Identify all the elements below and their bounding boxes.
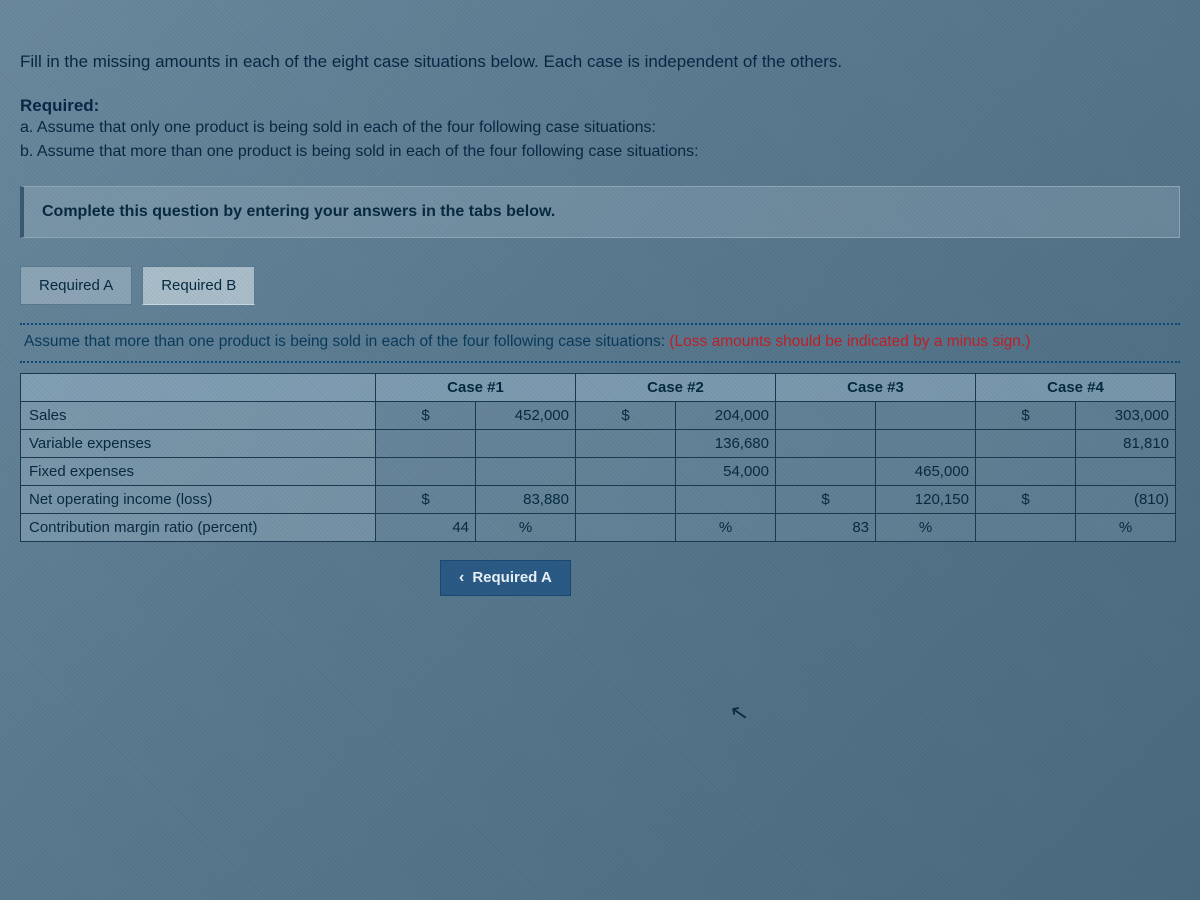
varexp-c4-val[interactable]: 81,810 xyxy=(1076,429,1176,457)
fixed-c4-sym xyxy=(976,457,1076,485)
header-case-3: Case #3 xyxy=(776,373,976,401)
varexp-c1-val[interactable] xyxy=(476,429,576,457)
assumption-hint: (Loss amounts should be indicated by a m… xyxy=(669,333,1030,350)
label-fixed: Fixed expenses xyxy=(21,457,376,485)
sales-c3-sym xyxy=(776,401,876,429)
varexp-c1-sym xyxy=(376,429,476,457)
fixed-c2-sym xyxy=(576,457,676,485)
noi-c4-val[interactable]: (810) xyxy=(1076,485,1176,513)
varexp-c2-sym xyxy=(576,429,676,457)
fixed-c1-val[interactable] xyxy=(476,457,576,485)
fixed-c3-val[interactable]: 465,000 xyxy=(876,457,976,485)
noi-c1-val[interactable]: 83,880 xyxy=(476,485,576,513)
cmr-c3-unit: % xyxy=(876,513,976,541)
header-case-4: Case #4 xyxy=(976,373,1176,401)
noi-c3-sym: $ xyxy=(776,485,876,513)
varexp-c4-sym xyxy=(976,429,1076,457)
required-item-a: a. Assume that only one product is being… xyxy=(20,116,1180,140)
cmr-c1-val[interactable]: 44 xyxy=(376,513,476,541)
varexp-c2-val[interactable]: 136,680 xyxy=(676,429,776,457)
fixed-c1-sym xyxy=(376,457,476,485)
tab-required-a[interactable]: Required A xyxy=(20,266,132,305)
noi-c1-sym: $ xyxy=(376,485,476,513)
row-contribution-margin-ratio: Contribution margin ratio (percent) 44 %… xyxy=(21,513,1176,541)
assumption-note: Assume that more than one product is bei… xyxy=(20,323,1180,363)
prev-required-a-button[interactable]: ‹ Required A xyxy=(440,560,571,596)
noi-c2-val[interactable] xyxy=(676,485,776,513)
sales-c4-sym: $ xyxy=(976,401,1076,429)
label-noi: Net operating income (loss) xyxy=(21,485,376,513)
varexp-c3-val[interactable] xyxy=(876,429,976,457)
row-sales: Sales $ 452,000 $ 204,000 $ 303,000 xyxy=(21,401,1176,429)
sales-c2-val[interactable]: 204,000 xyxy=(676,401,776,429)
sales-c3-val[interactable] xyxy=(876,401,976,429)
tab-required-b[interactable]: Required B xyxy=(142,266,255,305)
row-fixed-expenses: Fixed expenses 54,000 465,000 xyxy=(21,457,1176,485)
label-sales: Sales xyxy=(21,401,376,429)
noi-c3-val[interactable]: 120,150 xyxy=(876,485,976,513)
cmr-c4-unit: % xyxy=(1076,513,1176,541)
sales-c1-val[interactable]: 452,000 xyxy=(476,401,576,429)
prev-button-label: Required A xyxy=(472,569,551,586)
required-item-b: b. Assume that more than one product is … xyxy=(20,140,1180,164)
cmr-c1-unit: % xyxy=(476,513,576,541)
cmr-c2-unit: % xyxy=(676,513,776,541)
case-table: Case #1 Case #2 Case #3 Case #4 Sales $ … xyxy=(20,373,1176,542)
cursor-icon: ↖ xyxy=(728,699,751,728)
instruction-bar: Complete this question by entering your … xyxy=(20,186,1180,238)
noi-c2-sym xyxy=(576,485,676,513)
cmr-c3-val[interactable]: 83 xyxy=(776,513,876,541)
varexp-c3-sym xyxy=(776,429,876,457)
fixed-c3-sym xyxy=(776,457,876,485)
header-case-2: Case #2 xyxy=(576,373,776,401)
required-block: Required: a. Assume that only one produc… xyxy=(20,96,1180,164)
label-cmr: Contribution margin ratio (percent) xyxy=(21,513,376,541)
intro-text: Fill in the missing amounts in each of t… xyxy=(20,50,1180,74)
chevron-left-icon: ‹ xyxy=(459,569,464,587)
header-case-1: Case #1 xyxy=(376,373,576,401)
sales-c4-val[interactable]: 303,000 xyxy=(1076,401,1176,429)
row-net-operating-income: Net operating income (loss) $ 83,880 $ 1… xyxy=(21,485,1176,513)
label-varexp: Variable expenses xyxy=(21,429,376,457)
tab-strip: Required A Required B xyxy=(20,266,1180,305)
noi-c4-sym: $ xyxy=(976,485,1076,513)
cmr-c4-val[interactable] xyxy=(976,513,1076,541)
cmr-c2-val[interactable] xyxy=(576,513,676,541)
row-variable-expenses: Variable expenses 136,680 81,810 xyxy=(21,429,1176,457)
fixed-c2-val[interactable]: 54,000 xyxy=(676,457,776,485)
header-blank xyxy=(21,373,376,401)
sales-c2-sym: $ xyxy=(576,401,676,429)
assumption-text: Assume that more than one product is bei… xyxy=(24,333,669,350)
fixed-c4-val[interactable] xyxy=(1076,457,1176,485)
sales-c1-sym: $ xyxy=(376,401,476,429)
required-label: Required: xyxy=(20,96,1180,116)
